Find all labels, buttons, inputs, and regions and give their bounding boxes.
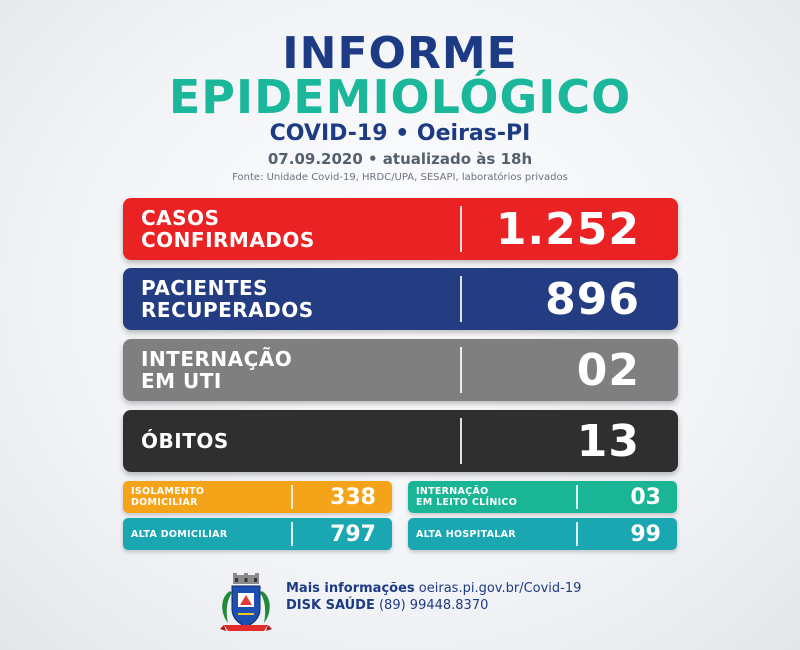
disk-saude-label: DISK SAÚDE [286, 598, 375, 613]
recovered-patients-label: PACIENTES RECUPERADOS [141, 276, 314, 322]
clinical-bed-card: INTERNAÇÃO EM LEITO CLÍNICO 03 [408, 481, 677, 513]
card-divider [291, 522, 293, 546]
disk-saude-phone: (89) 99448.8370 [378, 598, 489, 613]
clinical-bed-label: INTERNAÇÃO EM LEITO CLÍNICO [416, 486, 518, 508]
card-divider [576, 522, 578, 546]
page-title-informe: INFORME [282, 28, 518, 79]
card-divider [460, 276, 462, 322]
icu-admissions-label: INTERNAÇÃO EM UTI [141, 347, 293, 393]
icu-admissions-card: INTERNAÇÃO EM UTI 02 [123, 339, 678, 401]
icu-admissions-value: 02 [576, 344, 640, 396]
clinical-bed-value: 03 [630, 484, 661, 510]
deaths-value: 13 [576, 415, 640, 467]
confirmed-cases-card: CASOS CONFIRMADOS 1.252 [123, 198, 678, 260]
page-subtitle: COVID-19 • Oeiras-PI [269, 121, 531, 146]
recovered-patients-card: PACIENTES RECUPERADOS 896 [123, 268, 678, 330]
data-source: Fonte: Unidade Covid-19, HRDC/UPA, SESAP… [232, 172, 568, 183]
home-isolation-label: ISOLAMENTO DOMICILIAR [131, 486, 205, 508]
card-divider [291, 485, 293, 509]
card-divider [460, 418, 462, 464]
home-discharge-card: ALTA DOMICILIAR 797 [123, 518, 392, 550]
card-divider [460, 206, 462, 252]
more-info-line: Mais informações oeiras.pi.gov.br/Covid-… [286, 581, 581, 596]
more-info-url[interactable]: oeiras.pi.gov.br/Covid-19 [418, 581, 582, 596]
card-divider [460, 347, 462, 393]
update-date: 07.09.2020 • atualizado às 18h [267, 150, 533, 168]
recovered-patients-value: 896 [545, 273, 640, 325]
home-isolation-card: ISOLAMENTO DOMICILIAR 338 [123, 481, 392, 513]
card-divider [576, 485, 578, 509]
deaths-card: ÓBITOS 13 [123, 410, 678, 472]
deaths-label: ÓBITOS [141, 429, 229, 453]
hospital-discharge-label: ALTA HOSPITALAR [416, 528, 516, 540]
hospital-discharge-value: 99 [630, 521, 661, 547]
confirmed-cases-label: CASOS CONFIRMADOS [141, 206, 315, 252]
home-discharge-label: ALTA DOMICILIAR [131, 528, 228, 540]
confirmed-cases-value: 1.252 [495, 203, 640, 255]
disk-saude-line: DISK SAÚDE (89) 99448.8370 [286, 598, 488, 613]
home-discharge-value: 797 [330, 521, 376, 547]
home-isolation-value: 338 [330, 484, 376, 510]
hospital-discharge-card: ALTA HOSPITALAR 99 [408, 518, 677, 550]
more-info-label: Mais informações [286, 581, 415, 596]
page-title-epidemiologico: EPIDEMIOLÓGICO [168, 70, 632, 124]
municipal-coat-of-arms-icon [220, 573, 272, 631]
